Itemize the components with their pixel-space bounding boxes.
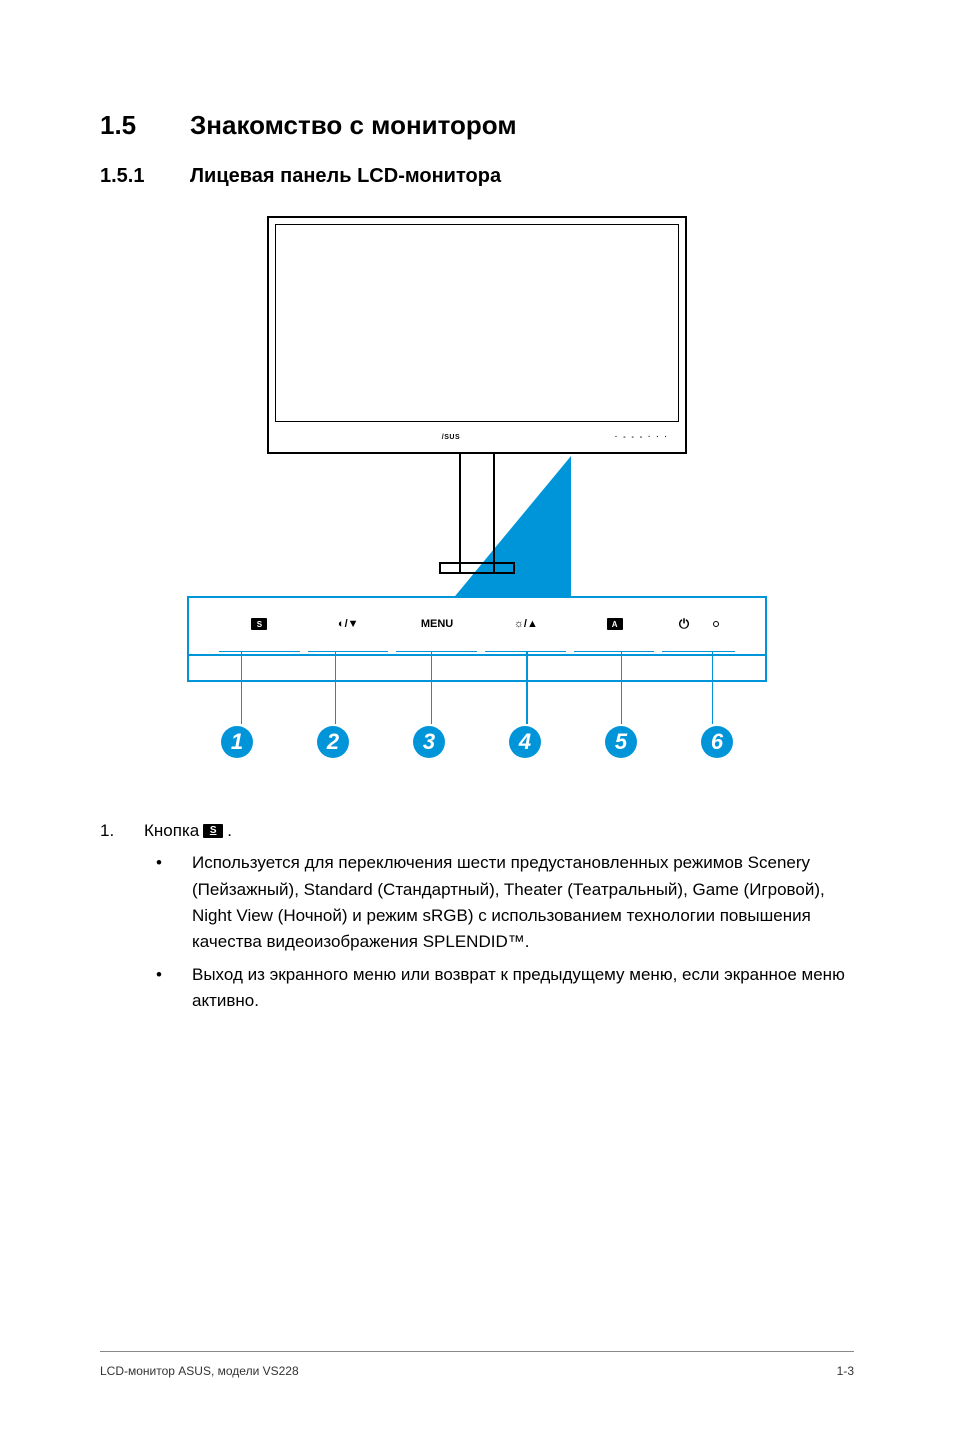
leader-5 bbox=[621, 652, 623, 724]
panel-btn-5: A bbox=[570, 618, 659, 630]
s-icon: S bbox=[203, 824, 223, 838]
s-icon: S bbox=[251, 618, 267, 630]
panel-btn-3: MENU bbox=[393, 618, 482, 630]
a-icon: A bbox=[607, 618, 623, 630]
up-triangle-icon: ▲ bbox=[527, 618, 538, 630]
bullet-text-1: Используется для переключения шести пред… bbox=[192, 850, 854, 955]
leader-2 bbox=[335, 652, 337, 724]
tick-5 bbox=[574, 642, 655, 652]
down-triangle-icon: ▼ bbox=[348, 618, 359, 630]
led-icon bbox=[713, 621, 719, 627]
leader-4 bbox=[526, 652, 528, 724]
heading-2: 1.5.1Лицевая панель LCD-монитора bbox=[100, 165, 854, 188]
heading-1-text: Знакомство с монитором bbox=[190, 110, 517, 140]
list-item-1-suffix: . bbox=[227, 818, 232, 844]
figure: . /SUS · - - - · · · S ◐/▼ bbox=[100, 216, 854, 758]
bullet-marker: • bbox=[144, 962, 192, 1015]
body-text: 1. Кнопка S . • Используется для переклю… bbox=[100, 818, 854, 1014]
volume-icon: ◐ bbox=[338, 618, 345, 630]
monitor-outline: . /SUS · - - - · · · bbox=[267, 216, 687, 574]
tick-3 bbox=[396, 642, 477, 652]
footer-left: LCD-монитор ASUS, модели VS228 bbox=[100, 1364, 299, 1378]
monitor-bezel: . /SUS · - - - · · · bbox=[267, 216, 687, 454]
power-icon: ⏻ bbox=[679, 616, 689, 632]
monitor-stand bbox=[459, 454, 495, 574]
list-marker: 1. bbox=[100, 818, 144, 844]
bezel-logo: /SUS bbox=[442, 434, 460, 441]
panel-btn-4: ☼/▲ bbox=[481, 618, 570, 630]
tick-2 bbox=[308, 642, 389, 652]
monitor-diagram: . /SUS · - - - · · · S ◐/▼ bbox=[187, 216, 767, 758]
leader-6 bbox=[712, 652, 714, 724]
brightness-icon: ☼ bbox=[514, 618, 524, 630]
tick-6 bbox=[662, 642, 735, 652]
leader-3 bbox=[431, 652, 433, 724]
panel-btn-1: S bbox=[215, 618, 304, 630]
page: 1.5Знакомство с монитором 1.5.1Лицевая п… bbox=[0, 0, 954, 1438]
bullet-text-2: Выход из экранного меню или возврат к пр… bbox=[192, 962, 854, 1015]
menu-label: MENU bbox=[421, 618, 453, 630]
bezel-buttons-icon: · - - - · · · bbox=[615, 434, 669, 441]
bullet-marker: • bbox=[144, 850, 192, 955]
heading-1-number: 1.5 bbox=[100, 110, 190, 141]
panel-btn-6: ⏻ bbox=[659, 616, 739, 632]
monitor-screen bbox=[275, 224, 679, 422]
tick-4 bbox=[485, 642, 566, 652]
panel-btn-2: ◐/▼ bbox=[304, 618, 393, 630]
bezel-strip: . /SUS · - - - · · · bbox=[275, 428, 679, 446]
page-footer: LCD-монитор ASUS, модели VS228 1-3 bbox=[100, 1351, 854, 1378]
leader-lines bbox=[187, 652, 767, 762]
footer-right: 1-3 bbox=[837, 1364, 854, 1378]
bullet-item-1: • Используется для переключения шести пр… bbox=[100, 850, 854, 955]
bullet-item-2: • Выход из экранного меню или возврат к … bbox=[100, 962, 854, 1015]
list-item-1-label: Кнопка bbox=[144, 818, 199, 844]
tick-1 bbox=[219, 642, 300, 652]
list-item-1: 1. Кнопка S . bbox=[100, 818, 854, 844]
heading-2-number: 1.5.1 bbox=[100, 165, 190, 188]
heading-2-text: Лицевая панель LCD-монитора bbox=[190, 165, 501, 187]
panel-underlines bbox=[215, 642, 739, 652]
heading-1: 1.5Знакомство с монитором bbox=[100, 110, 854, 141]
list-item-1-text: Кнопка S . bbox=[144, 818, 232, 844]
leader-1 bbox=[241, 652, 243, 724]
